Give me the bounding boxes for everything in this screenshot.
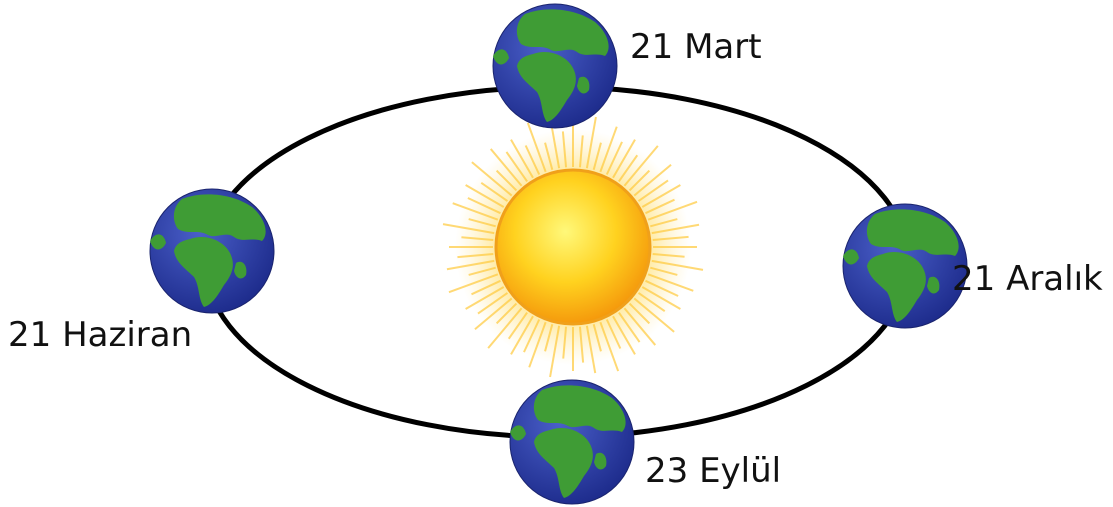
orbit-diagram: 21 Mart 21 Haziran 21 Aralık 23 Eylül [0,0,1113,507]
node-label: 23 Eylül [645,451,781,491]
earth [150,189,274,313]
earth [510,380,634,504]
node-label: 21 Aralık [952,259,1103,299]
node-label: 21 Mart [630,27,762,67]
sun-disc [496,170,650,324]
sun [443,117,703,377]
earth [843,204,967,328]
earth [493,4,617,128]
node-label: 21 Haziran [8,315,192,355]
page: 21 Mart 21 Haziran 21 Aralık 23 Eylül ((… [0,0,1113,507]
